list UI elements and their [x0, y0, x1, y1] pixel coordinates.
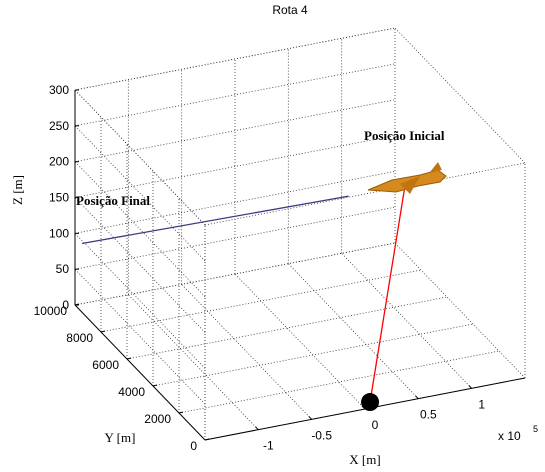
grid	[74, 27, 526, 441]
grid-line	[74, 197, 206, 333]
x-axis-label: X [m]	[349, 452, 380, 467]
z-tick-label: 150	[49, 191, 69, 205]
x-tick-label: -0.5	[311, 428, 332, 442]
tick-mark	[308, 415, 313, 420]
tick-mark	[178, 411, 184, 414]
x-tick-label: 0	[372, 418, 379, 432]
annotation: Posição Inicial	[364, 128, 445, 143]
tick-mark	[468, 384, 473, 389]
tick-mark	[152, 384, 158, 387]
z-tick-label: 0	[62, 298, 69, 312]
grid-line	[74, 233, 206, 369]
y-tick-label: 8000	[66, 331, 93, 345]
grid-line	[74, 161, 206, 297]
y-tick-label: 2000	[144, 412, 171, 426]
tick-mark	[126, 357, 132, 360]
grid-line	[74, 99, 396, 163]
tick-mark	[100, 330, 106, 333]
grid-line	[74, 125, 206, 262]
z-tick-label: 200	[49, 155, 69, 169]
grid-line	[74, 242, 396, 306]
marker	[361, 393, 380, 412]
z-tick-label: 250	[49, 119, 69, 133]
x-tick-label: 0.5	[420, 408, 437, 422]
axes: -1-0.500.5102000400060008000100000501001…	[34, 27, 526, 453]
y-tick-label: 4000	[118, 385, 145, 399]
grid-line	[74, 170, 396, 234]
y-tick-label: 10000	[34, 304, 68, 318]
x-multiplier-exponent: 5	[533, 424, 538, 434]
y-tick-label: 6000	[92, 358, 119, 372]
grid-line	[341, 253, 472, 389]
x-multiplier: x 10	[498, 429, 521, 443]
aircraft-icon	[367, 162, 447, 194]
grid-line	[152, 323, 474, 387]
grid-line	[181, 284, 312, 420]
grid-line	[74, 268, 206, 405]
y-axis	[74, 304, 206, 441]
z-tick-label: 100	[49, 226, 69, 240]
chart-title: Rota 4	[272, 3, 308, 17]
grid-line	[128, 294, 259, 430]
y-axis-label: Y [m]	[105, 430, 136, 445]
z-axis-label: Z [m]	[10, 175, 25, 205]
box-edge	[394, 27, 526, 164]
tick-mark	[254, 426, 259, 431]
grid-line	[100, 269, 422, 333]
grid-line	[74, 206, 396, 270]
y-tick-label: 0	[190, 439, 197, 453]
grid-line	[234, 273, 366, 410]
marks	[81, 184, 406, 412]
box-edge	[204, 162, 526, 226]
box-edge	[74, 27, 396, 91]
grid-line	[126, 296, 448, 360]
z-tick-label: 300	[49, 83, 69, 97]
x-tick-label: 1	[478, 397, 485, 411]
z-tick-label: 50	[56, 262, 70, 276]
annotation: Posição Final	[76, 193, 150, 208]
grid-line	[74, 63, 396, 127]
line	[81, 195, 349, 245]
tick-mark	[414, 395, 419, 400]
box-edge	[74, 89, 206, 226]
grid-line	[288, 263, 419, 399]
line	[369, 184, 406, 403]
grid-line	[74, 135, 396, 198]
grid-line	[178, 350, 500, 414]
box-edge	[394, 242, 526, 379]
x-tick-label: -1	[263, 439, 274, 453]
